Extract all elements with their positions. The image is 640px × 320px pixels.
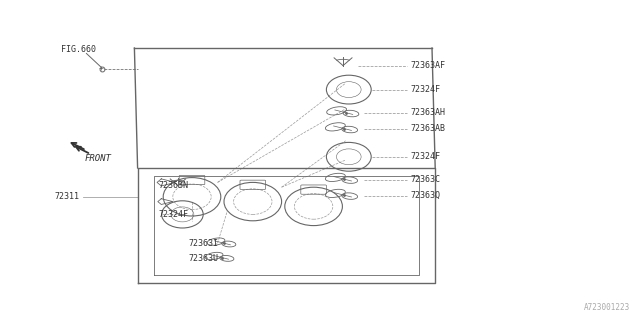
Text: 72363N: 72363N: [159, 181, 189, 190]
Text: A723001223: A723001223: [584, 303, 630, 312]
Text: FIG.660: FIG.660: [61, 45, 96, 54]
Text: 72324F: 72324F: [410, 85, 440, 94]
Text: 72363AF: 72363AF: [410, 61, 445, 70]
Text: 72363U: 72363U: [189, 254, 219, 263]
Text: 72363I: 72363I: [189, 239, 219, 248]
Text: 72363AH: 72363AH: [410, 108, 445, 117]
Text: 72363Q: 72363Q: [410, 191, 440, 200]
Text: 72324F: 72324F: [410, 152, 440, 161]
Text: 72311: 72311: [54, 192, 79, 201]
Text: 72324F: 72324F: [159, 210, 189, 219]
Text: FRONT: FRONT: [84, 154, 111, 163]
Text: 72363C: 72363C: [410, 175, 440, 184]
Text: 72363AB: 72363AB: [410, 124, 445, 133]
